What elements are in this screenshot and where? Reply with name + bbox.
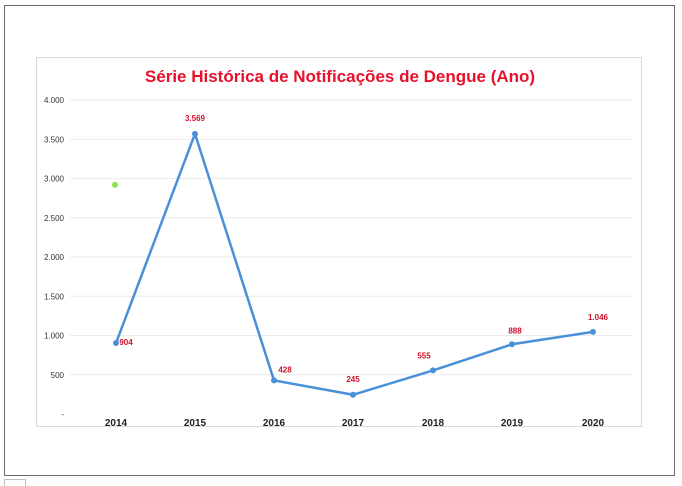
y-tick-label: 3.000	[44, 175, 65, 184]
x-tick-label: 2020	[582, 418, 605, 429]
data-point	[509, 341, 515, 348]
data-label: 1.046	[588, 313, 609, 322]
x-axis-ticks: 2014 2015 2016 2017 2018 2019 2020	[105, 418, 605, 429]
data-point	[192, 130, 198, 137]
y-tick-label: 4.000	[44, 96, 65, 105]
data-label: 555	[417, 351, 431, 360]
x-tick-label: 2014	[105, 418, 128, 429]
data-label: 888	[508, 326, 522, 335]
y-tick-label: 3.500	[44, 135, 65, 144]
x-tick-label: 2019	[501, 418, 524, 429]
y-tick-label: -	[61, 410, 64, 419]
y-tick-label: 1.000	[44, 332, 65, 341]
data-points	[113, 130, 596, 398]
chart-title: Série Histórica de Notificações de Dengu…	[145, 67, 535, 86]
stray-marker	[112, 181, 118, 188]
y-tick-label: 2.500	[44, 214, 65, 223]
x-tick-label: 2017	[342, 418, 365, 429]
data-point	[113, 340, 119, 347]
data-label: 904	[119, 338, 133, 347]
data-point	[350, 391, 356, 398]
x-tick-label: 2015	[184, 418, 207, 429]
y-axis-ticks: - 500 1.000 1.500 2.000 2.500 3.000 3.500 4.000	[44, 96, 65, 419]
y-tick-label: 1.500	[44, 292, 65, 301]
data-label: 245	[346, 375, 360, 384]
sheet-tab[interactable]	[4, 479, 26, 486]
series-line	[114, 132, 594, 397]
y-tick-label: 2.000	[44, 253, 65, 262]
data-point	[590, 328, 596, 335]
chart-area	[36, 57, 642, 427]
y-tick-label: 500	[51, 371, 65, 380]
x-tick-label: 2016	[263, 418, 286, 429]
data-point	[430, 367, 436, 374]
grid-lines	[70, 99, 632, 376]
data-labels: 904 3.569 428 245 555 888 1.046	[119, 114, 608, 384]
data-label: 428	[278, 365, 292, 374]
x-tick-label: 2018	[422, 418, 445, 429]
data-label: 3.569	[185, 114, 206, 123]
data-point	[271, 377, 277, 384]
